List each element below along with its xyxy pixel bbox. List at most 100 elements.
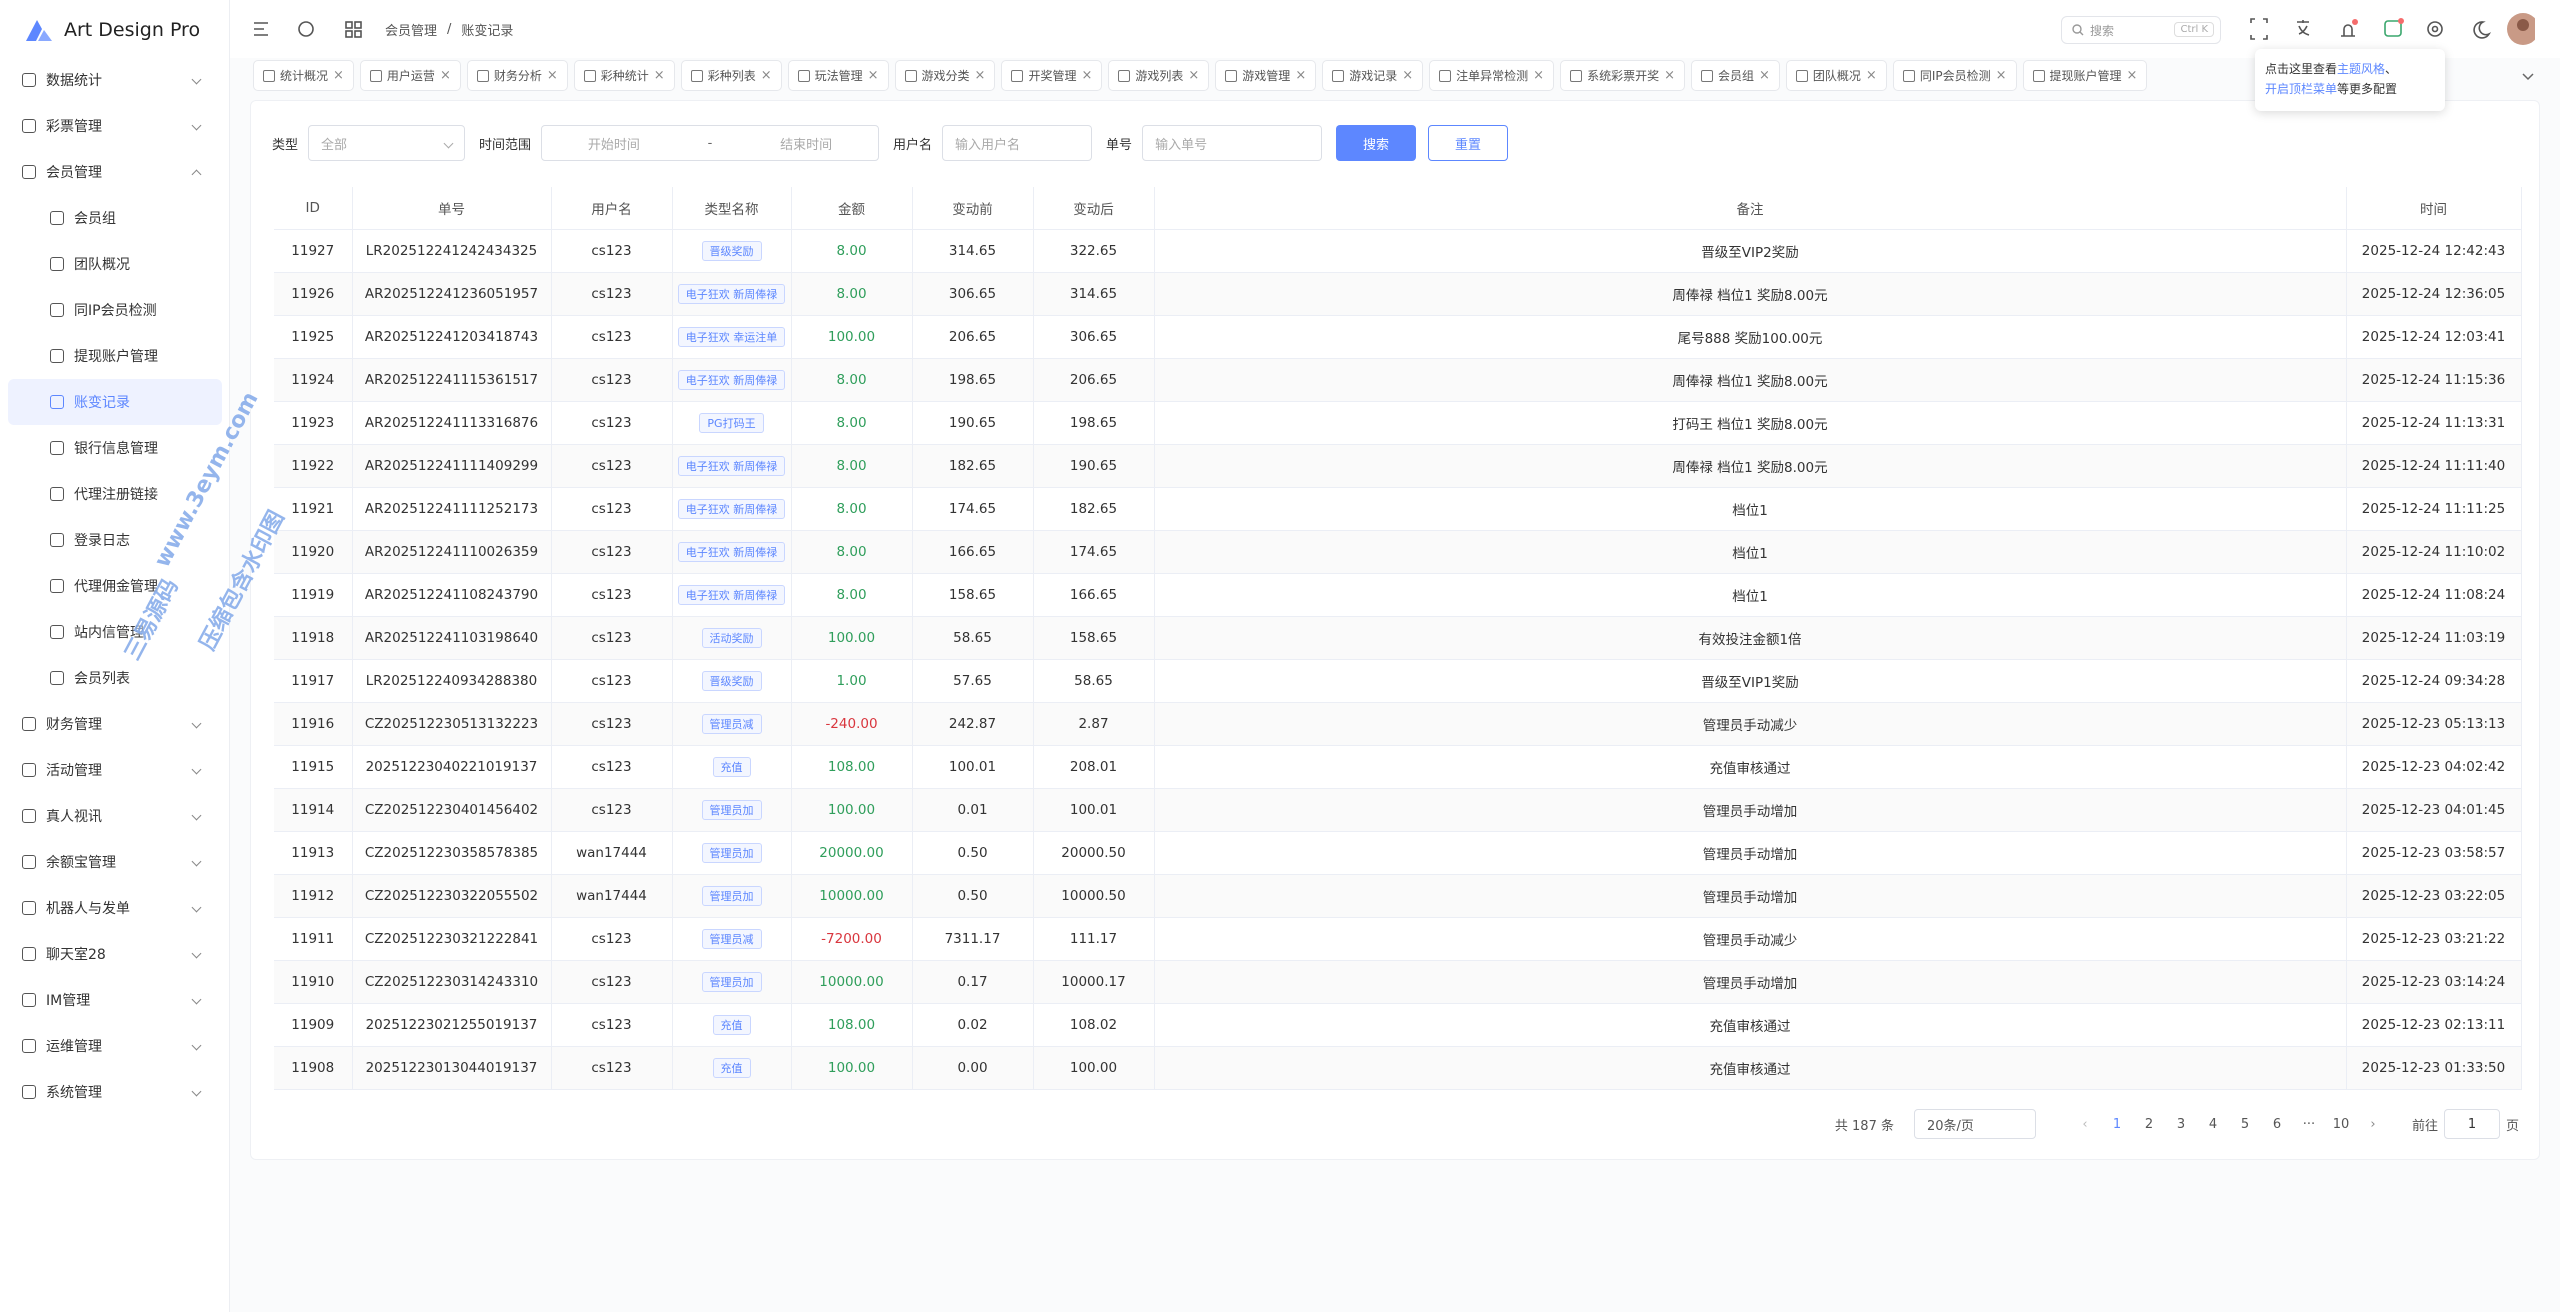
submenu-item[interactable]: 提现账户管理 [8,333,222,379]
tab[interactable]: 会员组 [1690,60,1780,91]
menu-item[interactable]: 系统管理 [0,1069,230,1115]
page-number[interactable]: 6 [2272,1116,2282,1132]
cell: 242.87 [912,702,1034,746]
search-button[interactable]: 搜索 [1336,125,1417,161]
next[interactable]: › [2370,1116,2376,1132]
goto-input[interactable]: 1 [2443,1109,2500,1139]
cell: AR202512241108243790 [352,573,552,617]
tab[interactable]: 游戏分类 [894,60,996,91]
tab[interactable]: 提现账户管理 [2022,60,2148,91]
cell: 20000.50 [1033,831,1155,875]
menu-item[interactable]: 余额宝管理 [0,839,230,885]
page-number[interactable]: 4 [2208,1116,2218,1132]
submenu-item[interactable]: 团队概况 [8,241,222,287]
table-row: 11919 AR202512241108243790 cs123 电子狂欢 新周俸禄 8… [274,573,2522,617]
tab[interactable]: 同IP会员检测 [1892,60,2017,91]
type-tag: 管理员加 [701,842,762,863]
page-number[interactable]: ··· [2302,1116,2316,1132]
filter-label: 类型 [272,137,299,153]
tab[interactable]: 游戏列表 [1108,60,1210,91]
submenu-item[interactable]: 会员组 [8,195,222,241]
breadcrumb-item[interactable]: 会员管理 [385,23,438,39]
page-number[interactable]: 5 [2240,1116,2250,1132]
menu-icon [22,901,36,915]
breadcrumb-item[interactable]: 账变记录 [461,23,514,39]
menu-label: 运维管理 [46,1039,102,1055]
tab[interactable]: 团队概况 [1785,60,1887,91]
cell: 电子狂欢 新周俸禄 [672,444,792,488]
prev[interactable]: ‹ [2082,1116,2088,1132]
tab[interactable]: 游戏记录 [1322,60,1424,91]
cell: AR202512241110026359 [352,530,552,574]
menu-item[interactable]: 运维管理 [0,1023,230,1069]
cell: 11915 [274,745,353,789]
tab[interactable]: 系统彩票开奖 [1560,60,1685,91]
page-number[interactable]: 10 [2332,1116,2350,1132]
toolbar-icons [254,21,362,38]
menu-item[interactable]: 彩票管理 [0,103,230,149]
cell: 0.01 [912,788,1034,832]
menu-icon [50,579,64,593]
cell: cs123 [551,616,673,660]
table-row: 11923 AR202512241113316876 cs123 PG打码王 8.00 1… [274,401,2522,445]
tab[interactable]: 开奖管理 [1001,60,1103,91]
cell: 11924 [274,358,353,402]
page-number[interactable]: 3 [2176,1116,2186,1132]
tabs-more[interactable] [2518,66,2538,86]
submenu-item[interactable]: 代理佣金管理 [8,563,222,609]
tab[interactable]: 彩种列表 [680,60,782,91]
column-header: 时间 [2346,187,2522,230]
menu-icon [22,717,36,731]
tab[interactable]: 用户运营 [359,60,461,91]
reset-button[interactable]: 重置 [1428,125,1509,161]
menu-item[interactable]: 数据统计 [0,57,230,103]
tab[interactable]: 统计概况 [253,60,354,91]
tab[interactable]: 游戏管理 [1215,60,1317,91]
type-select[interactable]: 全部 [308,125,466,161]
tab[interactable]: 注单异常检测 [1429,60,1555,91]
user-input[interactable]: 输入用户名 [942,125,1093,161]
menu-item[interactable]: 会员管理 [0,149,230,195]
submenu-item[interactable]: 银行信息管理 [8,425,222,471]
search-box[interactable]: 搜索 Ctrl K [2061,16,2221,44]
header-actions[interactable] [2245,0,2535,58]
table-row: 11920 AR202512241110026359 cs123 电子狂欢 新周俸禄 8… [274,530,2522,574]
menu-arrow [191,810,202,821]
table-row: 11926 AR202512241236051957 cs123 电子狂欢 新周俸禄 8… [274,272,2522,316]
logo-icon [26,20,52,41]
menu-icon [22,855,36,869]
page-size[interactable]: 20条/页 [1913,1109,2036,1139]
menu-label: 站内信管理 [74,625,144,641]
page-size-text: 20条/页 [1926,1118,1974,1134]
menu-item[interactable]: 真人视讯 [0,793,230,839]
menu-item[interactable]: IM管理 [0,977,230,1023]
tab[interactable]: 彩种统计 [573,60,675,91]
menu-item[interactable]: 聊天室28 [0,931,230,977]
page-number[interactable]: 1 [2112,1116,2122,1132]
menu-item[interactable]: 财务管理 [0,701,230,747]
menu-item[interactable]: 机器人与发单 [0,885,230,931]
tab[interactable]: 财务分析 [466,60,568,91]
amount-cell: 8.00 [791,272,913,316]
breadcrumb-item[interactable]: / [447,21,452,37]
menu-item[interactable]: 活动管理 [0,747,230,793]
submenu-item[interactable]: 同IP会员检测 [8,287,222,333]
tab[interactable]: 玩法管理 [787,60,889,91]
submenu-item[interactable]: 账变记录 [8,379,222,425]
cell: 11918 [274,616,353,660]
cell: 174.65 [912,487,1034,531]
tooltip-link[interactable]: 主题风格 [2337,62,2386,76]
cell: 2025-12-24 12:03:41 [2346,315,2522,359]
column-header[interactable]: ID [274,187,353,230]
submenu-item[interactable]: 会员列表 [8,655,222,701]
order-input[interactable]: 输入单号 [1142,125,1323,161]
submenu-item[interactable]: 代理注册链接 [8,471,222,517]
cell: 充值 [672,745,792,789]
menu-arrow [191,902,202,913]
submenu-item[interactable]: 站内信管理 [8,609,222,655]
page-number[interactable]: 2 [2144,1116,2154,1132]
cell: 158.65 [912,573,1034,617]
tooltip-link[interactable]: 开启顶栏菜单 [2265,82,2338,96]
submenu-item[interactable]: 登录日志 [8,517,222,563]
date-range[interactable]: 开始时间 - 结束时间 [541,125,880,161]
